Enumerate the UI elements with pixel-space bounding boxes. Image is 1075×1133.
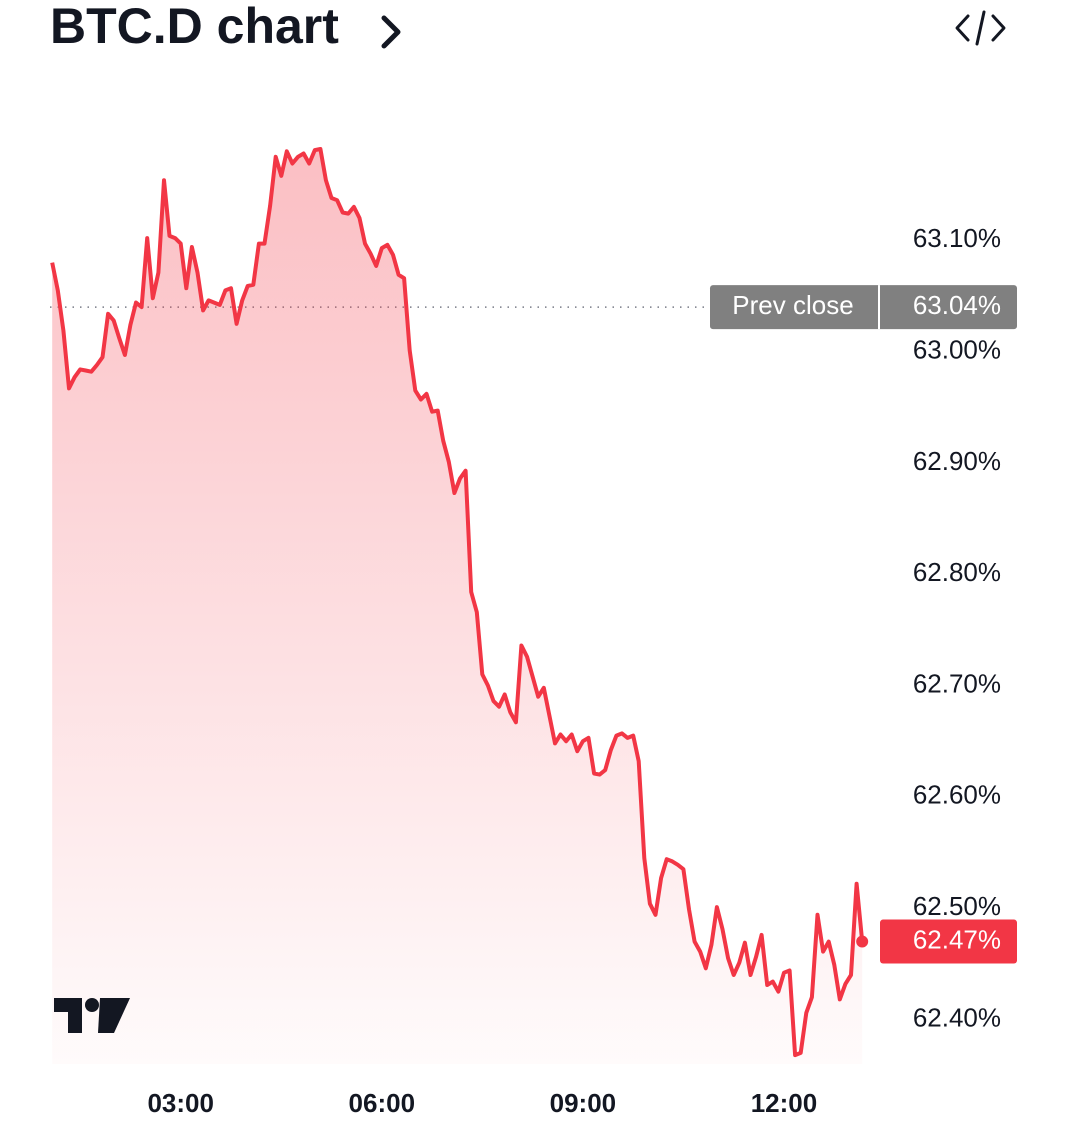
y-tick-label: 63.10% — [913, 223, 1001, 253]
x-tick-label: 06:00 — [349, 1088, 416, 1118]
x-tick-label: 12:00 — [751, 1088, 818, 1118]
x-tick-label: 09:00 — [550, 1088, 617, 1118]
last-value-label: 62.47% — [913, 924, 1001, 954]
y-tick-label: 62.80% — [913, 557, 1001, 587]
embed-icon[interactable] — [955, 10, 1006, 46]
chart-title[interactable]: BTC.D chart — [50, 0, 339, 54]
last-point — [856, 935, 869, 948]
price-line — [50, 147, 865, 1058]
prev-close-value: 63.04% — [913, 290, 1001, 320]
tradingview-logo[interactable] — [54, 998, 130, 1033]
prev-close-label: Prev close — [732, 290, 853, 320]
y-tick-label: 62.60% — [913, 780, 1001, 810]
y-tick-label: 63.00% — [913, 334, 1001, 364]
plot-area: 62.40% 62.50% 62.60% 62.70% 62.80% 62.90% 63.0… — [50, 147, 1017, 1118]
area-fill — [52, 149, 863, 1064]
title-chevron[interactable] — [381, 15, 401, 49]
prev-close-badge — [710, 285, 1017, 330]
y-tick-label: 62.70% — [913, 668, 1001, 698]
y-tick-label: 62.40% — [913, 1002, 1001, 1032]
y-tick-label: 62.90% — [913, 446, 1001, 476]
x-tick-label: 03:00 — [147, 1088, 214, 1118]
y-tick-label: 62.50% — [913, 891, 1001, 921]
last-value-badge — [880, 919, 1017, 964]
